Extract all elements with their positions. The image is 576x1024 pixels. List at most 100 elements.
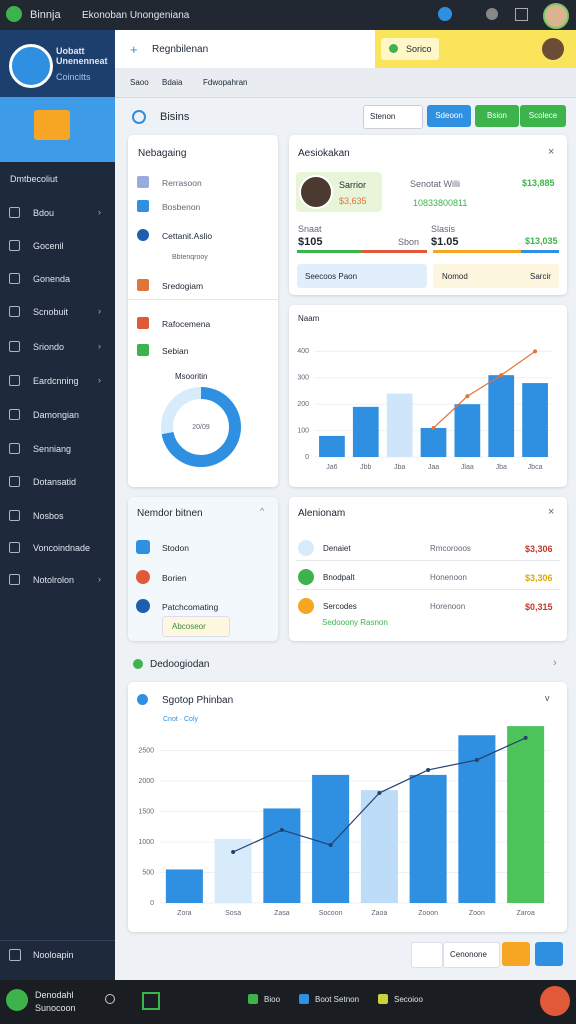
icon [389,44,398,53]
collapse[interactable]: ^ [260,506,265,516]
bar [165,869,203,903]
icon [9,240,20,251]
icon[interactable] [486,8,498,20]
nav-item[interactable]: Bbtenqrooy [172,254,208,261]
icon [137,200,149,212]
tab[interactable]: Fdwopahran [203,78,248,87]
progress [433,250,559,253]
alert-name[interactable]: Bnodpalt [323,573,355,582]
bar [214,838,252,903]
button[interactable] [502,942,530,966]
button-bg[interactable] [433,264,559,288]
chevron: › [98,375,101,385]
search[interactable]: Regnbilenan [152,44,209,55]
x-tick-label: Socoon [319,910,343,917]
avatar[interactable] [542,38,564,60]
button[interactable] [411,942,443,968]
chevron[interactable]: v [545,693,550,703]
select[interactable]: Stenon [370,112,396,121]
menu-item[interactable]: Sriondo [33,342,65,352]
button[interactable]: Sarcir [530,272,551,281]
icon[interactable] [248,994,258,1004]
top-bar [0,0,576,30]
y-tick-label: 500 [142,869,154,876]
menu-item[interactable]: Nosbos [33,511,64,521]
menu-item[interactable]: Scnobuit [33,307,69,317]
menu-item[interactable]: Bdou [33,208,55,218]
tab[interactable]: Saoo [130,78,149,87]
icon[interactable] [299,994,309,1004]
stat: 10833800811 [413,198,468,208]
icon[interactable] [378,994,388,1004]
sidebar-footer[interactable]: Nooloapin [33,950,74,960]
select-bg[interactable] [363,105,423,129]
avatar[interactable] [543,3,569,29]
alert-name[interactable]: Sercodes [323,602,357,611]
taskbar-item[interactable]: Bioo [264,995,281,1004]
header-action[interactable]: Sorico [406,44,432,54]
x-tick-label: Zora [177,910,192,917]
menu-item[interactable]: Dotansatid [33,477,77,487]
avatar[interactable] [540,986,570,1016]
list-item[interactable]: Borien [162,573,187,583]
list-item[interactable]: Patchcomating [162,602,219,612]
button-bg[interactable] [297,264,427,288]
close[interactable]: × [548,146,555,158]
menu-item[interactable]: Gocenil [33,241,64,251]
alert-footer[interactable]: Sedooony Rasnon [322,618,388,627]
icon [133,659,143,669]
nav-item[interactable]: Rerrasoon [162,178,202,188]
nav-item[interactable]: Bosbenon [162,202,201,212]
x-tick-label: Ja6 [326,464,337,471]
icon[interactable] [515,8,528,21]
alert-name[interactable]: Denaiet [323,544,351,553]
select[interactable]: Cenonone [450,950,487,959]
icon [298,540,314,556]
menu-item[interactable]: Voncoindnade [33,543,91,553]
icon [9,542,20,553]
icon [298,598,314,614]
bar [522,383,548,457]
icon[interactable] [142,992,160,1010]
tab[interactable]: Bdaia [162,78,183,87]
app-icon[interactable] [6,6,22,22]
nav-item[interactable]: Sebian [162,346,189,356]
user-sub: $3,635 [339,196,367,206]
menu-item[interactable]: Eardcnning [33,376,79,386]
list-item[interactable]: Stodon [162,543,189,553]
chevron[interactable]: › [553,657,557,669]
button[interactable]: Nomod [442,272,468,281]
icon [9,574,20,585]
button[interactable]: Scolece [520,105,566,127]
line-point [499,373,504,378]
x-tick-label: Zooon [418,910,438,917]
menu-item[interactable]: Senniang [33,444,72,454]
menu-item[interactable]: Notolrolon [33,575,75,585]
avatar[interactable] [6,989,28,1011]
nav-item[interactable]: Cettanit.Aslio [162,231,213,241]
menu-item[interactable]: Damongian [33,410,80,420]
line-point [523,735,528,740]
label: Slasis [431,224,456,234]
button[interactable]: Sdeoon [427,105,471,127]
user: Denodahl [35,990,74,1000]
label: Snaat [298,224,322,234]
nav-item[interactable]: Rafocemena [162,319,211,329]
taskbar-item[interactable]: Secoioo [394,995,423,1004]
button[interactable]: Bsion [475,105,519,127]
icon [9,443,20,454]
bottom-bar [0,980,576,1024]
nav-item[interactable]: Sredogiam [162,281,204,291]
card-title: Alenionam [298,508,346,519]
menu-item[interactable]: Gonenda [33,274,71,284]
button[interactable] [535,942,563,966]
icon[interactable] [438,7,452,21]
search-icon[interactable] [105,994,115,1004]
bar [386,393,413,457]
button[interactable]: Seecoos Paon [305,272,358,281]
user-name: Sarrior [339,180,367,190]
icon [9,510,20,521]
close[interactable]: × [548,506,555,518]
select-bg[interactable] [443,942,500,968]
taskbar-item[interactable]: Boot Setnon [315,995,360,1004]
